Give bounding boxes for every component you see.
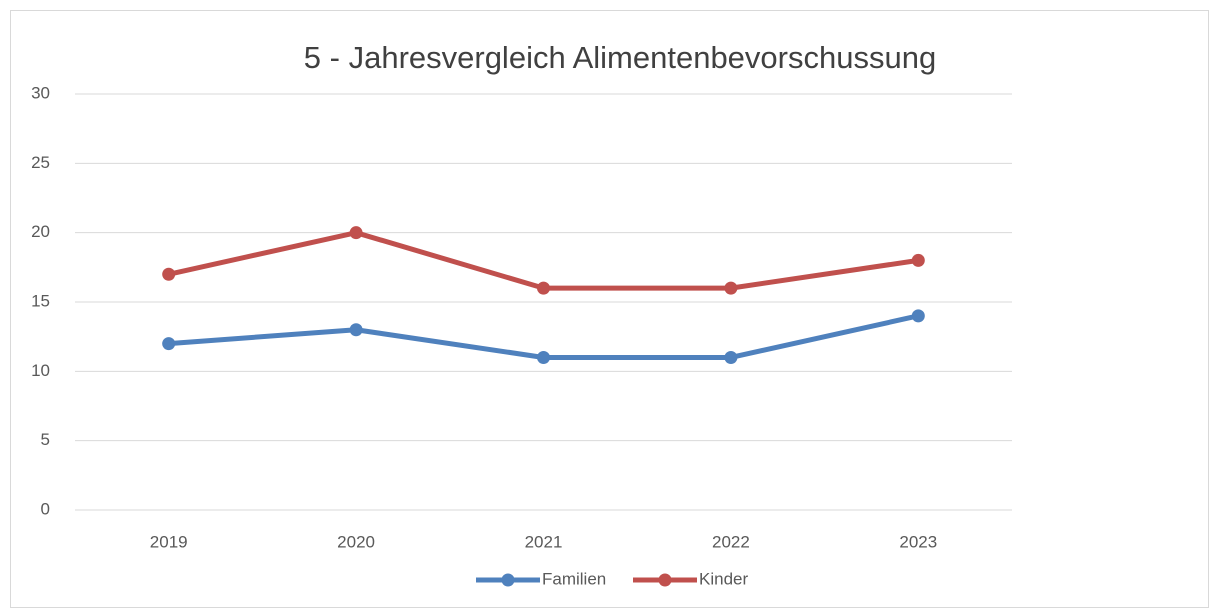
x-tick-label: 2020 — [337, 532, 375, 551]
data-point — [911, 253, 925, 267]
legend-marker — [501, 573, 515, 587]
legend-label: Familien — [542, 569, 606, 588]
data-point — [724, 350, 738, 364]
data-point — [911, 309, 925, 323]
y-tick-label: 5 — [41, 430, 50, 449]
x-tick-label: 2022 — [712, 532, 750, 551]
data-point — [724, 281, 738, 295]
chart-title: 5 - Jahresvergleich Alimentenbevorschuss… — [304, 40, 936, 75]
y-tick-label: 10 — [31, 361, 50, 380]
y-tick-label: 20 — [31, 222, 50, 241]
x-tick-label: 2023 — [899, 532, 937, 551]
legend-label: Kinder — [699, 569, 748, 588]
data-point — [162, 267, 176, 281]
y-tick-label: 25 — [31, 153, 50, 172]
data-point — [349, 323, 363, 337]
data-point — [349, 226, 363, 240]
x-tick-label: 2019 — [150, 532, 188, 551]
data-point — [162, 337, 176, 351]
chart-frame — [10, 10, 1209, 608]
y-tick-label: 15 — [31, 291, 50, 310]
legend-marker — [658, 573, 672, 587]
x-tick-label: 2021 — [525, 532, 563, 551]
data-point — [537, 281, 550, 295]
data-point — [537, 350, 550, 364]
y-tick-label: 30 — [31, 83, 50, 102]
y-tick-label: 0 — [41, 499, 50, 518]
